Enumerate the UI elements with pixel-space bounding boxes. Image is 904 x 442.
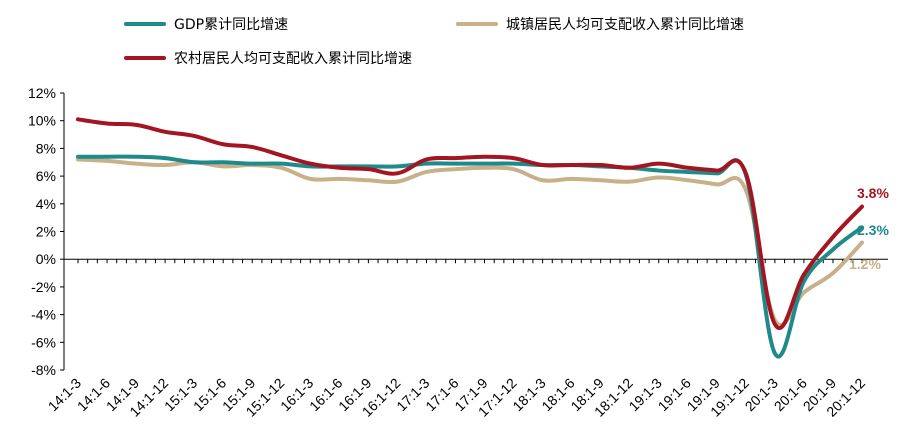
legend: GDP累计同比增速 城镇居民人均可支配收入累计同比增速 农村居民人均可支配收入累… xyxy=(0,0,904,80)
y-tick-label: 8% xyxy=(36,140,56,156)
y-tick-label: 6% xyxy=(36,168,56,184)
y-tick-label: -2% xyxy=(31,279,56,295)
end-label-0: 2.3% xyxy=(857,222,889,238)
legend-label-gdp: GDP累计同比增速 xyxy=(174,17,289,33)
y-tick-label: -4% xyxy=(31,307,56,323)
legend-swatch-rural-income xyxy=(124,56,166,60)
end-label-1: 1.2% xyxy=(849,256,881,272)
y-tick-label: 0% xyxy=(36,251,56,267)
legend-label-rural-income: 农村居民人均可支配收入累计同比增速 xyxy=(174,51,412,67)
y-tick-label: 12% xyxy=(28,85,56,101)
legend-item-urban-income: 城镇居民人均可支配收入累计同比增速 xyxy=(456,14,744,34)
series-line-1 xyxy=(76,157,864,328)
y-tick-label: 2% xyxy=(36,224,56,240)
legend-item-rural-income: 农村居民人均可支配收入累计同比增速 xyxy=(124,48,412,68)
end-label-2: 3.8% xyxy=(857,185,889,201)
legend-swatch-urban-income xyxy=(456,22,498,26)
y-tick-label: 4% xyxy=(36,196,56,212)
y-tick-label: -8% xyxy=(31,362,56,378)
y-axis: 12% 10% 8% 6% 4% 2% 0% -2% -4% -6% -8% xyxy=(28,85,65,378)
series-lines xyxy=(76,117,864,359)
y-tick-label: 10% xyxy=(28,113,56,129)
legend-label-urban-income: 城镇居民人均可支配收入累计同比增速 xyxy=(506,17,744,33)
y-tick-label: -6% xyxy=(31,334,56,350)
series-line-2 xyxy=(76,117,864,330)
end-labels: 3.8% 2.3% 1.2% xyxy=(849,185,889,272)
legend-swatch-gdp xyxy=(124,22,166,26)
legend-item-gdp: GDP累计同比增速 xyxy=(124,14,288,34)
